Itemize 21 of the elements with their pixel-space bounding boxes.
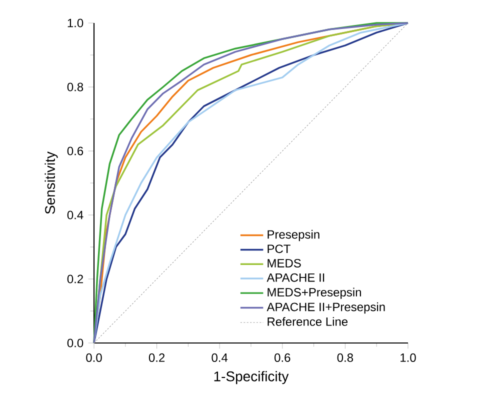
x-tick-label: 0.2 — [148, 353, 165, 362]
legend-label: APACHE II+Presepsin — [266, 302, 385, 314]
legend-label: APACHE II — [266, 273, 324, 282]
y-tick-label: 0.2 — [67, 274, 83, 284]
y-tick-label: 0.6 — [67, 146, 84, 156]
legend-label: Presepsin — [268, 230, 320, 242]
y-axis-title: Sensitivity — [44, 152, 58, 214]
x-axis-title: 1-Specificity — [214, 371, 289, 384]
legend-label: PCT — [268, 244, 290, 254]
x-tick-label: 0.6 — [274, 353, 290, 362]
x-tick-label: 0.8 — [337, 353, 354, 362]
legend-label: MEDS — [268, 258, 301, 268]
y-tick-label: 1.0 — [68, 18, 84, 28]
legend-label: Reference Line — [268, 317, 348, 326]
y-tick-label: 0.8 — [67, 82, 84, 92]
legend-label: MEDS+Presepsin — [268, 288, 361, 299]
x-tick-label: 1.0 — [400, 353, 416, 362]
y-tick-label: 0.0 — [67, 338, 84, 348]
x-tick-label: 0.0 — [86, 353, 102, 362]
x-tick-label: 0.4 — [212, 353, 228, 362]
y-tick-label: 0.4 — [67, 210, 84, 220]
